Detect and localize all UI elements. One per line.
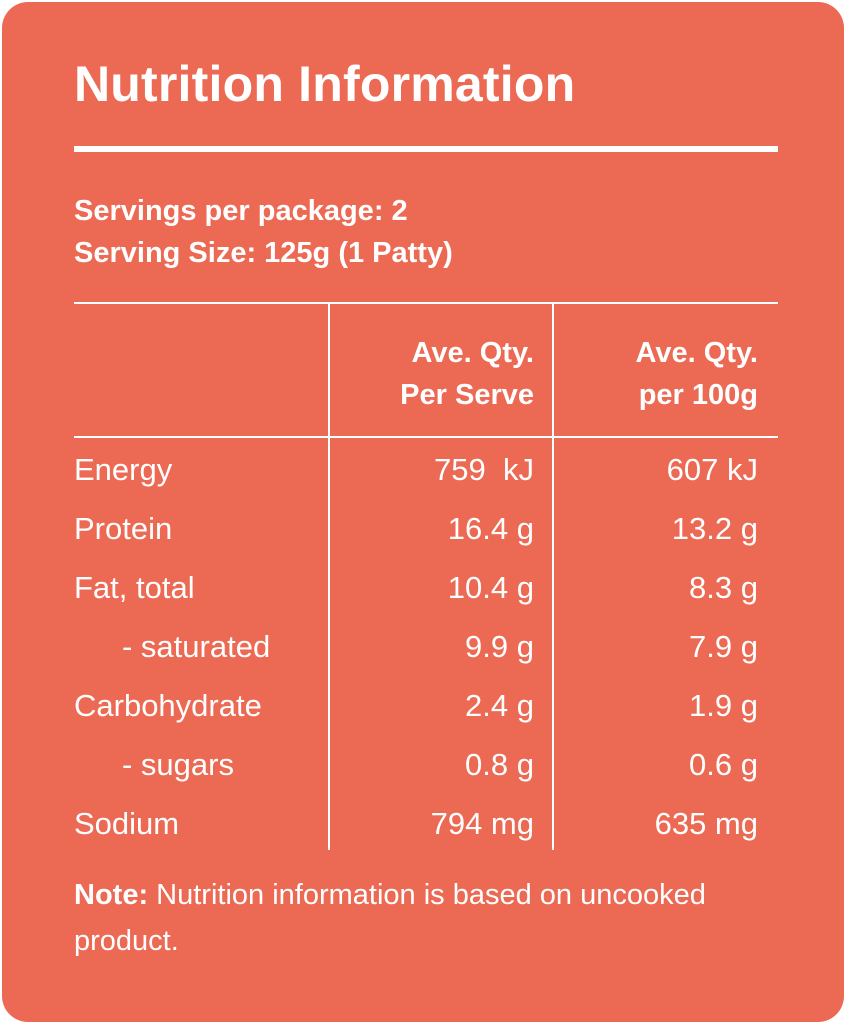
servings-per-package: Servings per package: 2 bbox=[74, 195, 408, 227]
nutrient-row-energy: Energy 759 kJ 607 kJ bbox=[74, 440, 778, 500]
column-divider-2 bbox=[552, 302, 554, 850]
nutrient-label: - saturated bbox=[122, 629, 271, 664]
per-100g-value: 1.9 g bbox=[689, 688, 758, 723]
column-header-per-100g-line2: per 100g bbox=[638, 379, 758, 411]
nutrient-label: Carbohydrate bbox=[74, 688, 262, 723]
serving-info: Servings per package: 2 Serving Size: 12… bbox=[74, 190, 453, 274]
column-header-per-100g: Ave. Qty. per 100g bbox=[556, 332, 759, 416]
per-100g-value: 635 mg bbox=[654, 806, 758, 841]
footnote: Note: Nutrition information is based on … bbox=[74, 872, 774, 964]
column-header-per-100g-line1: Ave. Qty. bbox=[635, 337, 759, 369]
per-serve-value: 759 kJ bbox=[434, 452, 534, 487]
nutrient-label: Energy bbox=[74, 452, 173, 487]
nutrient-row-carbohydrate: Carbohydrate 2.4 g 1.9 g bbox=[74, 676, 778, 736]
nutrient-row-fat-total: Fat, total 10.4 g 8.3 g bbox=[74, 558, 778, 618]
nutrient-row-sugars: - sugars 0.8 g 0.6 g bbox=[74, 735, 778, 795]
column-header-per-serve-line1: Ave. Qty. bbox=[411, 337, 535, 369]
per-100g-value: 7.9 g bbox=[689, 629, 758, 664]
column-divider-1 bbox=[328, 302, 330, 850]
per-serve-value: 16.4 g bbox=[447, 511, 534, 546]
table-top-rule bbox=[74, 302, 778, 304]
per-serve-value: 2.4 g bbox=[465, 688, 534, 723]
per-serve-value: 9.9 g bbox=[465, 629, 534, 664]
title-divider bbox=[74, 146, 778, 152]
per-serve-value: 794 mg bbox=[430, 806, 534, 841]
per-serve-value: 0.8 g bbox=[465, 747, 534, 782]
column-header-per-serve: Ave. Qty. Per Serve bbox=[332, 332, 534, 416]
column-header-per-serve-line2: Per Serve bbox=[400, 379, 534, 411]
per-serve-value: 10.4 g bbox=[447, 570, 534, 605]
nutrient-row-saturated: - saturated 9.9 g 7.9 g bbox=[74, 617, 778, 677]
nutrient-label: Protein bbox=[74, 511, 173, 546]
nutrient-label: Fat, total bbox=[74, 570, 195, 605]
per-100g-value: 607 kJ bbox=[666, 452, 758, 487]
nutrient-label: Sodium bbox=[74, 806, 180, 841]
serving-size: Serving Size: 125g (1 Patty) bbox=[74, 237, 453, 269]
per-100g-value: 8.3 g bbox=[689, 570, 758, 605]
per-100g-value: 0.6 g bbox=[689, 747, 758, 782]
per-100g-value: 13.2 g bbox=[671, 511, 758, 546]
panel-title: Nutrition Information bbox=[74, 56, 576, 112]
nutrient-label: - sugars bbox=[122, 747, 234, 782]
note-label: Note: bbox=[74, 879, 149, 911]
nutrient-row-sodium: Sodium 794 mg 635 mg bbox=[74, 794, 778, 854]
nutrient-row-protein: Protein 16.4 g 13.2 g bbox=[74, 499, 778, 559]
note-text: Nutrition information is based on uncook… bbox=[74, 879, 706, 957]
header-bottom-rule bbox=[74, 436, 778, 438]
